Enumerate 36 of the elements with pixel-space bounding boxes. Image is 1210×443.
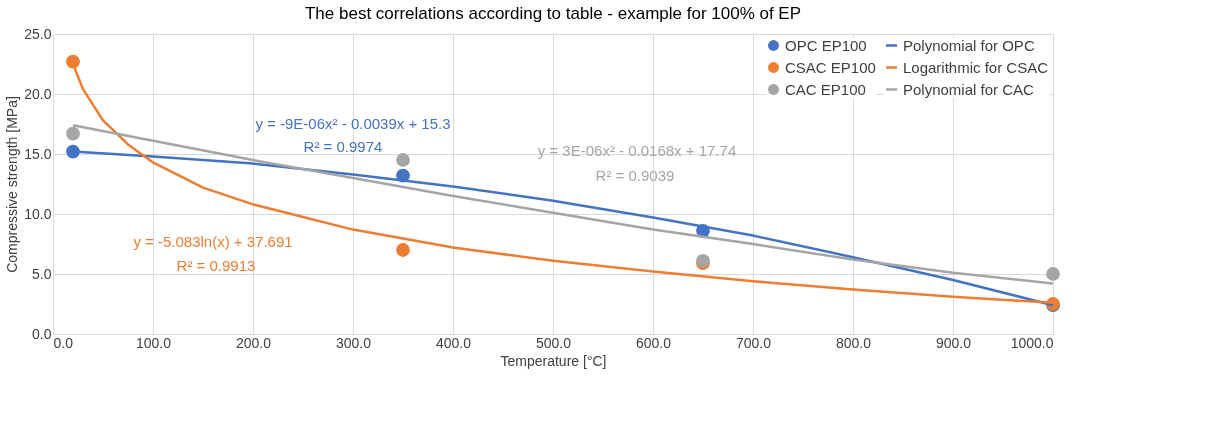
point [66, 54, 80, 69]
y-tick-label: 20.0 [24, 85, 52, 102]
x-tick-label: 300.0 [335, 334, 372, 351]
x-tick-label: 0.0 [53, 334, 74, 351]
legend-label: Polynomial for CAC [903, 80, 1035, 98]
annotation: R² = 0.9974 [303, 138, 383, 155]
point [1046, 267, 1060, 281]
x-tick-label: 400.0 [435, 334, 472, 351]
annotation: R² = 0.9913 [176, 257, 256, 274]
point [396, 243, 410, 257]
x-axis-title: Temperature [°C] [500, 352, 607, 369]
y-tick-label: 5.0 [32, 265, 52, 282]
point [396, 153, 410, 167]
legend-label: CAC EP100 [785, 80, 866, 98]
legend-label: OPC EP100 [785, 36, 867, 54]
x-tick-label: 700.0 [735, 334, 772, 351]
x-tick-label: 900.0 [935, 334, 972, 351]
chart-title: The best correlations according to table - example for 100% of EP [304, 4, 802, 23]
annotation: y = -5.083ln(x) + 37.691 [133, 233, 293, 250]
y-tick-label: 25.0 [24, 25, 52, 42]
x-tick-label: 600.0 [635, 334, 672, 351]
y-tick-label: 10.0 [24, 205, 52, 222]
x-tick-label: 200.0 [235, 334, 272, 351]
y-axis-title: Compressive strength [MPa] [4, 96, 21, 273]
x-tick-label: 1000.0 [1010, 334, 1054, 351]
y-tick-label: 15.0 [24, 145, 52, 162]
legend-label: CSAC EP100 [785, 58, 876, 76]
x-tick-label: 800.0 [835, 334, 872, 351]
annotation: y = -9E-06x² - 0.0039x + 15.3 [255, 115, 451, 132]
annotation: R² = 0.9039 [595, 167, 675, 184]
legend-label: Logarithmic for CSAC [903, 58, 1049, 76]
x-tick-label: 500.0 [535, 334, 572, 351]
point [66, 126, 80, 141]
annotation: y = 3E-06x² - 0.0168x + 17.74 [537, 142, 737, 159]
x-tick-label: 100.0 [135, 334, 172, 351]
legend-label: Polynomial for OPC [903, 36, 1035, 54]
